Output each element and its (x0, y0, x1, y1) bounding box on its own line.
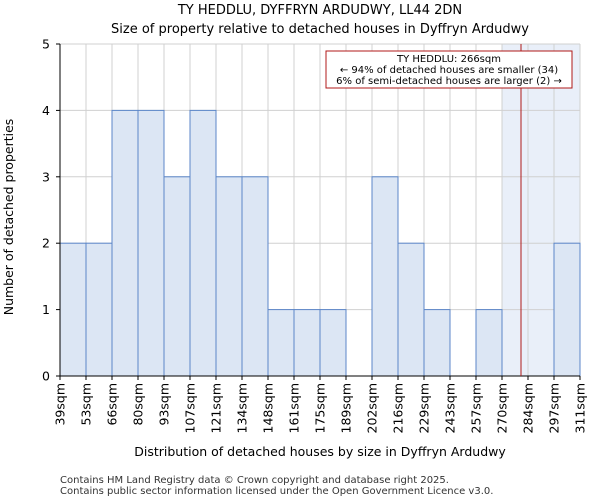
bar (137, 109, 165, 377)
x-tick-label: 202sqm (365, 383, 380, 433)
x-tick-label: 257sqm (469, 383, 484, 433)
bar (371, 176, 399, 377)
bar (319, 309, 347, 377)
bar (423, 309, 451, 377)
y-tick-label: 0 (42, 369, 50, 384)
y-tick-label: 5 (42, 37, 50, 52)
x-tick-label: 284sqm (521, 383, 536, 433)
bar (163, 176, 191, 377)
bar (85, 242, 113, 377)
x-tick-label: 216sqm (391, 383, 406, 433)
x-tick-label: 80sqm (131, 383, 146, 426)
bars (59, 109, 581, 377)
x-tick-label: 270sqm (495, 383, 510, 433)
annotation-box: TY HEDDLU: 266sqm ← 94% of detached hous… (325, 50, 573, 89)
footer-line-2: Contains public sector information licen… (60, 486, 493, 497)
x-tick-label: 107sqm (183, 383, 198, 433)
y-tick-label: 3 (42, 169, 50, 184)
bar (267, 309, 295, 377)
annotation-frame (325, 50, 573, 89)
chart-subtitle: Size of property relative to detached ho… (111, 22, 529, 37)
bar (475, 309, 503, 377)
y-tick-label: 4 (42, 103, 50, 118)
x-tick-label: 243sqm (443, 383, 458, 433)
y-tick-label: 1 (42, 302, 50, 317)
x-tick-label: 134sqm (235, 383, 250, 433)
x-tick-label: 297sqm (547, 383, 562, 433)
bar (241, 176, 269, 377)
x-tick-label: 93sqm (157, 383, 172, 426)
y-axis-label: Number of detached properties (1, 119, 16, 316)
x-tick-label: 189sqm (339, 383, 354, 433)
x-tick-label: 39sqm (53, 383, 68, 426)
x-tick-label: 148sqm (261, 383, 276, 433)
x-tick-label: 311sqm (573, 383, 588, 433)
bar (189, 109, 217, 377)
x-tick-label: 175sqm (313, 383, 328, 433)
x-tick-label: 161sqm (287, 383, 302, 433)
bar (397, 242, 425, 377)
chart-title: TY HEDDLU, DYFFRYN ARDUDWY, LL44 2DN (177, 3, 462, 18)
bar (293, 309, 321, 377)
bar (553, 242, 581, 377)
x-tick-label: 229sqm (417, 383, 432, 433)
y-tick-label: 2 (42, 236, 50, 251)
bar (215, 176, 243, 377)
bar (111, 109, 139, 377)
bar (59, 242, 87, 377)
x-tick-label: 66sqm (105, 383, 120, 426)
x-axis-label: Distribution of detached houses by size … (134, 444, 506, 459)
footer-line-1: Contains HM Land Registry data © Crown c… (60, 475, 449, 486)
annotation-larger: 6% of semi-detached houses are larger (2… (336, 76, 562, 87)
annotation-smaller: ← 94% of detached houses are smaller (34… (340, 65, 558, 76)
annotation-title: TY HEDDLU: 266sqm (396, 54, 501, 65)
y-tick-labels: 0 1 2 3 4 5 (42, 37, 60, 384)
x-tick-label: 53sqm (79, 383, 94, 426)
x-tick-label: 121sqm (209, 383, 224, 433)
x-tick-labels: 39sqm 53sqm 66sqm 80sqm 93sqm 107sqm 121sqm 134… (53, 376, 588, 433)
